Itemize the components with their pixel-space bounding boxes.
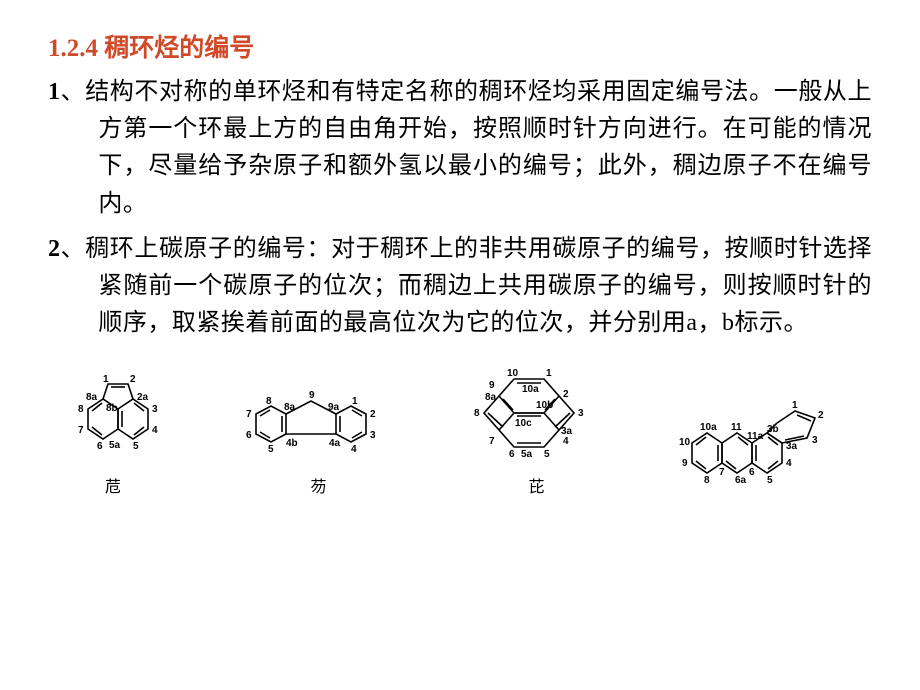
para2-sep: 、 (61, 236, 86, 262)
q-11a: 11a (747, 431, 764, 442)
q-3b: 3b (767, 424, 779, 435)
para2-text: 稠环上碳原子的编号：对于稠环上的非共用碳原子的编号，按顺时针选择紧随前一个碳原子… (85, 236, 872, 336)
q-4: 4 (786, 458, 792, 469)
lbl-8b: 8b (106, 403, 118, 414)
f-3: 3 (370, 430, 376, 441)
q-2: 2 (818, 410, 824, 421)
lbl-2: 2 (130, 374, 136, 385)
q-6: 6 (749, 467, 755, 478)
f-5: 5 (268, 444, 274, 455)
p-5: 5 (544, 449, 550, 460)
lbl-5a: 5a (109, 440, 121, 451)
lbl-2a: 2a (137, 392, 149, 403)
q-11: 11 (731, 422, 742, 433)
p-9: 9 (489, 380, 495, 391)
p-5a: 5a (521, 449, 533, 460)
q-8: 8 (704, 475, 710, 486)
p-10c: 10c (515, 418, 532, 429)
pyrene-structure: 1 2 3 3a 4 5 5a 6 7 8 8a 9 10 10a 10b 10… (459, 364, 614, 469)
p-6: 6 (509, 449, 515, 460)
f-8: 8 (266, 396, 272, 407)
f-9: 9 (309, 390, 315, 401)
q-3a: 3a (786, 441, 798, 452)
lbl-8a: 8a (86, 392, 98, 403)
f-8a: 8a (284, 402, 296, 413)
lbl-6: 6 (97, 441, 103, 452)
f-4a: 4a (329, 438, 341, 449)
lbl-7: 7 (78, 425, 84, 436)
f-1: 1 (352, 396, 358, 407)
p-10: 10 (507, 368, 519, 379)
diagram1-label: 苊 (105, 473, 121, 497)
para2-number: 2 (48, 236, 61, 262)
diagram2-label: 芴 (310, 473, 326, 497)
f-4b: 4b (286, 438, 298, 449)
q-3: 3 (812, 435, 818, 446)
section-heading: 1.2.4 稠环烃的编号 (48, 28, 872, 64)
p-8: 8 (474, 408, 480, 419)
para1-text: 结构不对称的单环烃和有特定名称的稠环烃均采用固定编号法。一般从上方第一个环最上方… (85, 79, 872, 217)
f-4: 4 (351, 444, 357, 455)
f-2: 2 (370, 409, 376, 420)
diagram-acenaphthylene: 1 2 2a 3 4 5 5a 6 7 8 8a 8b 苊 (48, 374, 178, 497)
diagram-row: 1 2 2a 3 4 5 5a 6 7 8 8a 8b 苊 (48, 364, 872, 497)
q-5: 5 (767, 475, 773, 486)
para1-sep: 、 (61, 79, 86, 105)
q-1: 1 (792, 400, 798, 411)
p-2: 2 (563, 389, 569, 400)
p-10b: 10b (536, 400, 553, 411)
lbl-3: 3 (152, 404, 158, 415)
q-10a: 10a (700, 422, 717, 433)
paragraph-2: 2、稠环上碳原子的编号：对于稠环上的非共用碳原子的编号，按顺时针选择紧随前一个碳… (48, 231, 872, 343)
diagram3-label: 芘 (528, 473, 544, 497)
p-10a: 10a (522, 384, 539, 395)
diagram-fluoranthene: 1 2 3 3a 3b 4 5 6 6a 7 8 9 10 10a 11 11a (667, 393, 872, 497)
p-4: 4 (563, 436, 569, 447)
lbl-5: 5 (133, 441, 139, 452)
diagram-fluorene: 1 2 3 4 4a 4b 5 6 7 8 8a 9 9a 芴 (231, 379, 406, 497)
lbl-1: 1 (103, 374, 109, 385)
p-7: 7 (489, 436, 495, 447)
para1-number: 1 (48, 79, 61, 105)
q-9: 9 (682, 458, 688, 469)
f-9a: 9a (328, 402, 340, 413)
p-3: 3 (578, 408, 584, 419)
f-6: 6 (246, 430, 252, 441)
lbl-8: 8 (78, 404, 84, 415)
f-7: 7 (246, 409, 252, 420)
p-8a: 8a (485, 392, 497, 403)
paragraph-1: 1、结构不对称的单环烃和有特定名称的稠环烃均采用固定编号法。一般从上方第一个环最… (48, 74, 872, 223)
acenaphthylene-structure: 1 2 2a 3 4 5 5a 6 7 8 8a 8b (48, 374, 178, 469)
p-1: 1 (546, 368, 552, 379)
q-7: 7 (719, 467, 725, 478)
fluoranthene-structure: 1 2 3 3a 3b 4 5 6 6a 7 8 9 10 10a 11 11a (667, 393, 872, 493)
q-6a: 6a (735, 475, 747, 486)
fluorene-structure: 1 2 3 4 4a 4b 5 6 7 8 8a 9 9a (231, 379, 406, 469)
q-10: 10 (679, 437, 691, 448)
diagram-pyrene: 1 2 3 3a 4 5 5a 6 7 8 8a 9 10 10a 10b 10… (459, 364, 614, 497)
lbl-4: 4 (152, 425, 158, 436)
